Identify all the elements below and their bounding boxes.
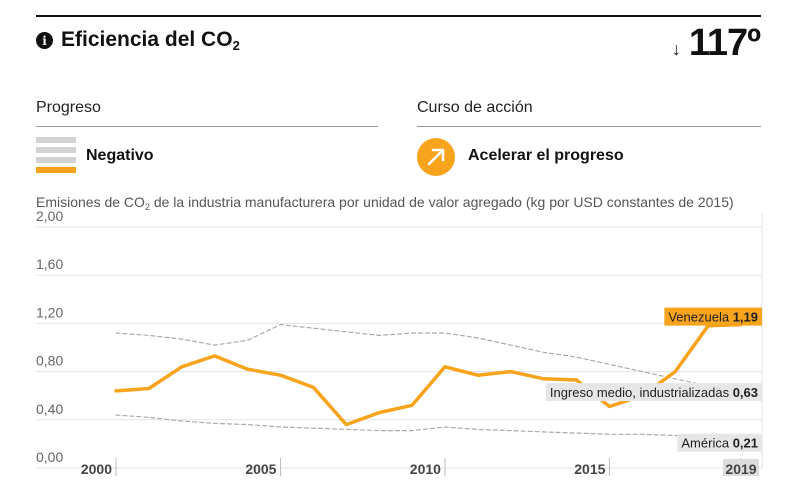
- series-end-label: Venezuela 1,19: [664, 307, 762, 326]
- chart-caption: Emisiones de CO2 de la industria manufac…: [36, 194, 734, 212]
- series-end-label: Ingreso medio, industrializadas 0,63: [545, 383, 762, 402]
- x-tick-label: 2000: [81, 461, 112, 477]
- x-tick-label: 2005: [245, 461, 276, 477]
- y-tick-label: 2,00: [36, 208, 63, 224]
- series-value: 0,21: [733, 436, 758, 451]
- series-line-ingreso-medio-industrializadas: [115, 324, 742, 393]
- x-tick-label: 2015: [574, 461, 605, 477]
- progress-label: Progreso: [36, 99, 101, 116]
- y-tick-label: 0,40: [36, 401, 63, 417]
- x-tick-label: 2019: [725, 461, 756, 477]
- series-name: América: [681, 436, 732, 451]
- progress-bars-icon: [36, 137, 76, 175]
- rank-display: ↓ 117º: [671, 22, 761, 65]
- series-end-label-text: Ingreso medio, industrializadas 0,63: [550, 385, 758, 400]
- course-divider: [417, 126, 761, 127]
- series-end-label-bg: [545, 383, 762, 402]
- arrow-up-right-icon: [417, 138, 455, 176]
- page-title: Eficiencia del CO2: [61, 28, 240, 53]
- top-rule: [36, 15, 761, 17]
- progress-divider: [36, 126, 378, 127]
- y-tick-label: 0,00: [36, 449, 63, 465]
- course-label: Curso de acción: [417, 99, 533, 116]
- down-arrow-icon: ↓: [671, 39, 681, 59]
- rank-value: 117º: [688, 22, 761, 64]
- series-end-label: América 0,21: [677, 433, 762, 452]
- series-end-label-text: América 0,21: [681, 436, 758, 451]
- progress-status: Negativo: [86, 147, 154, 164]
- series-name: Venezuela: [668, 310, 732, 325]
- course-status: Acelerar el progreso: [468, 147, 624, 164]
- series-name: Ingreso medio, industrializadas: [550, 385, 733, 400]
- series-line-am-rica: [115, 414, 742, 444]
- series-end-label-bg: [664, 307, 762, 326]
- series-line-venezuela: [114, 322, 743, 427]
- y-tick-label: 0,80: [36, 353, 63, 369]
- x-tick-label: 2010: [410, 461, 441, 477]
- series-end-label-text: Venezuela 1,19: [668, 310, 758, 325]
- series-end-label-bg: [677, 433, 762, 452]
- title-row: i Eficiencia del CO2: [36, 28, 240, 53]
- y-tick-label: 1,60: [36, 256, 63, 272]
- info-icon[interactable]: i: [36, 32, 53, 49]
- series-value: 0,63: [733, 385, 758, 400]
- series-value: 1,19: [733, 310, 758, 325]
- y-tick-label: 1,20: [36, 304, 63, 320]
- x-tick-highlight: [723, 459, 759, 476]
